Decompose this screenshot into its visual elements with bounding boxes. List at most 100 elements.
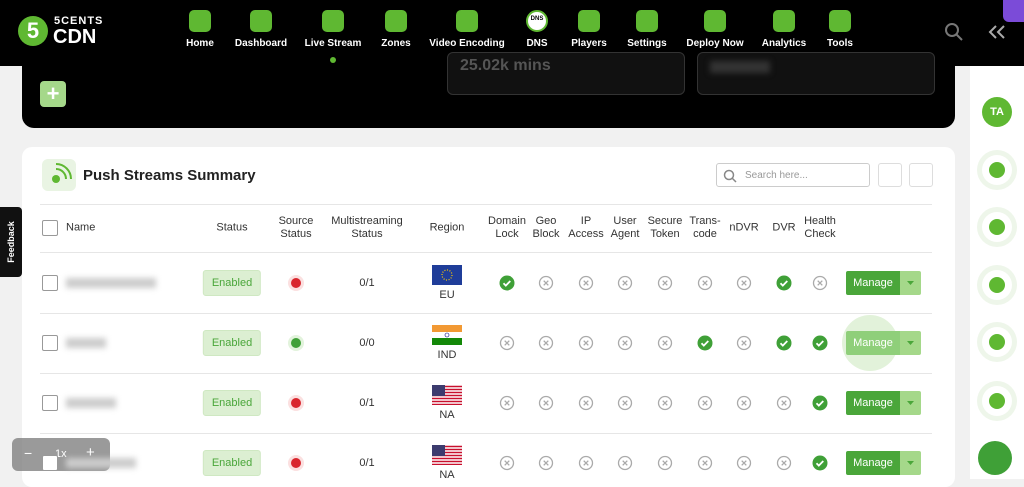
region: NA <box>439 409 455 421</box>
icon-part <box>543 400 549 406</box>
icon-part <box>657 335 673 351</box>
icon-part <box>583 280 589 286</box>
select-all[interactable] <box>42 220 58 236</box>
stream-name-blurred <box>66 458 136 468</box>
icon-part <box>736 275 752 291</box>
nav-item[interactable]: Dashboard <box>216 10 306 49</box>
feature-icon <box>736 395 752 411</box>
icon-part <box>697 395 713 411</box>
nav-icon <box>250 10 272 32</box>
icon-part <box>781 460 787 466</box>
column-header: Domain Lock <box>488 215 526 240</box>
disable-button[interactable] <box>878 163 902 187</box>
icon-part <box>538 275 554 291</box>
feature-icon <box>812 335 828 351</box>
delete-button[interactable] <box>909 163 933 187</box>
icon-part <box>617 275 633 291</box>
icon-part <box>622 280 628 286</box>
icon-part <box>736 275 752 291</box>
manage-dropdown[interactable] <box>900 391 921 415</box>
nav-item[interactable]: Home <box>155 10 245 49</box>
icon-part <box>989 334 1005 350</box>
nav-item[interactable]: Settings <box>602 10 692 49</box>
manage-dropdown[interactable] <box>900 331 921 355</box>
icon-part <box>617 455 633 471</box>
feedback-tab[interactable]: Feedback <box>0 207 22 277</box>
column-header: User Agent <box>610 215 640 240</box>
search-box[interactable]: Search here... <box>716 163 870 187</box>
nav-item[interactable]: Tools <box>795 10 885 49</box>
icon-part <box>697 335 713 351</box>
icon-part <box>578 275 594 291</box>
nav-item[interactable]: Live Stream <box>288 10 378 49</box>
row-checkbox[interactable] <box>42 275 58 291</box>
icon-part <box>432 385 462 405</box>
divider <box>40 252 932 253</box>
panel-icon-svg <box>52 163 72 183</box>
feature-icon <box>538 335 554 351</box>
manage-dropdown[interactable] <box>900 451 921 475</box>
icon-part <box>731 177 737 183</box>
nav-item[interactable]: Analytics <box>739 10 829 49</box>
manage-button[interactable]: Manage <box>846 451 900 475</box>
manage-button[interactable]: Manage <box>846 331 900 355</box>
manage-button[interactable]: Manage <box>846 391 900 415</box>
manage-dropdown[interactable] <box>900 271 921 295</box>
nav-item[interactable]: Video Encoding <box>422 10 512 49</box>
icon-part <box>432 325 462 345</box>
zoom-out[interactable]: − <box>24 445 33 461</box>
icon-part <box>776 275 792 291</box>
logo-text: CDN <box>53 26 97 48</box>
row-checkbox[interactable] <box>42 455 58 471</box>
chat-button[interactable] <box>978 441 1012 475</box>
collapse-icon[interactable] <box>988 25 1008 39</box>
edit-tab[interactable] <box>1003 0 1024 22</box>
icon-part <box>955 33 963 41</box>
icon-part <box>907 401 914 405</box>
icon-part <box>776 455 792 471</box>
feature-icon <box>776 335 792 351</box>
logo-mark[interactable]: 5 <box>18 16 48 46</box>
nav-item[interactable]: Players <box>544 10 634 49</box>
icon-part <box>432 265 462 285</box>
feature-icon <box>578 275 594 291</box>
column-header: Health Check <box>804 215 836 240</box>
feature-icon <box>499 395 515 411</box>
column-header: Name <box>66 221 96 234</box>
icon-part <box>499 275 515 291</box>
icon-part <box>702 280 708 286</box>
sidebar-icon[interactable] <box>982 327 1012 357</box>
row-checkbox[interactable] <box>42 335 58 351</box>
multistreaming: 0/0 <box>359 337 375 349</box>
icon-part <box>504 340 510 346</box>
stream-name-blurred <box>66 338 106 348</box>
sidebar-icon[interactable] <box>982 155 1012 185</box>
sidebar-icon[interactable] <box>982 212 1012 242</box>
zoom-in[interactable]: + <box>86 444 95 461</box>
row-checkbox[interactable] <box>42 395 58 411</box>
add-button[interactable]: + <box>40 81 66 107</box>
icon-part <box>662 340 668 346</box>
icon-part <box>989 219 1005 235</box>
icon-part <box>432 445 462 465</box>
manage-button[interactable]: Manage <box>846 271 900 295</box>
icon-part <box>779 280 788 287</box>
nav-icon <box>456 10 478 32</box>
icon-part <box>697 275 713 291</box>
icon-part <box>55 163 72 180</box>
icon-part <box>617 395 633 411</box>
sidebar-icon[interactable] <box>982 270 1012 300</box>
nav-icon <box>704 10 726 32</box>
avatar[interactable]: TA <box>982 97 1012 127</box>
sidebar-icon[interactable] <box>982 386 1012 416</box>
nav-icon <box>829 10 851 32</box>
nav-item[interactable]: Zones <box>351 10 441 49</box>
feature-icon <box>617 275 633 291</box>
nav-item[interactable]: DNS DNS <box>492 10 582 49</box>
nav-label: Dashboard <box>234 38 288 49</box>
search-icon[interactable] <box>944 22 964 42</box>
icon-part <box>723 169 735 181</box>
icon-part <box>432 325 462 345</box>
nav-item[interactable]: Deploy Now <box>670 10 760 49</box>
icon-part <box>776 395 792 411</box>
